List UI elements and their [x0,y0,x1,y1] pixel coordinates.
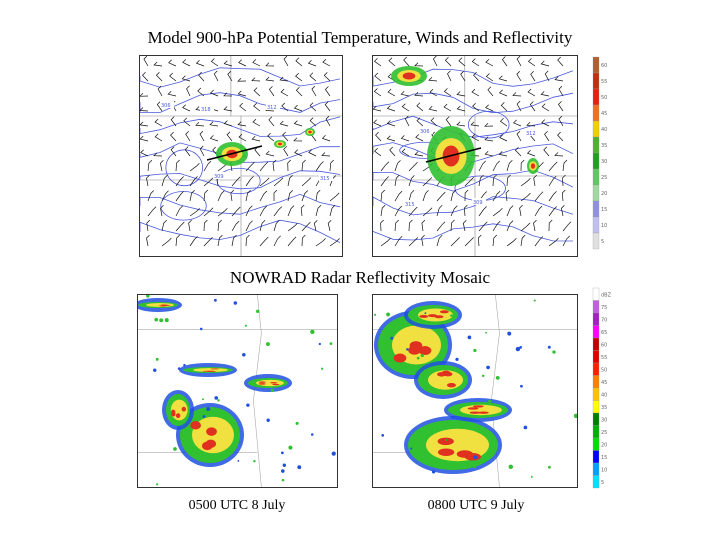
colorbar-swatch [592,425,600,439]
colorbar-swatch [592,362,600,376]
colorbar-label: 20 [601,442,607,448]
colorbar-swatch [592,136,600,154]
colorbar-label: 30 [601,159,607,165]
contour-label: 315 [405,202,415,208]
colorbar-swatch [592,475,600,489]
colorbar-swatch [592,104,600,122]
colorbar-swatch [592,350,600,364]
contour-label: 306 [161,103,171,109]
colorbar-label: 55 [601,79,607,85]
cross-section-line [206,145,263,161]
colorbar-swatch [592,232,600,250]
contour-label-bg [266,103,280,110]
colorbar-swatch [592,375,600,389]
colorbar-label: 60 [601,63,607,69]
colorbar-label: 40 [601,392,607,398]
contour-label-bg [404,200,418,207]
contour-label: 312 [267,105,277,111]
colorbar-label: 60 [601,342,607,348]
colorbar-label: 35 [601,143,607,149]
colorbar-swatch [592,312,600,326]
colorbar-swatch [592,200,600,218]
colorbar-swatch [592,287,600,301]
colorbar-swatch [592,152,600,170]
caption-left-time: 0500 UTC 8 July [188,498,286,513]
colorbar-swatch [592,88,600,106]
contour-label: 309 [473,200,483,206]
model-panel-0800: 306 309 312 315 [372,55,578,257]
cross-section-line [425,147,482,163]
contour-label-bg [319,174,333,181]
colorbar-swatch [592,325,600,339]
model-panel-0500: 306 309 312 315 318 [139,55,343,257]
colorbar-label: 70 [601,317,607,323]
radar-panel-0800 [372,294,578,488]
contour-label-bg [213,172,227,179]
colorbar-label: dBZ [601,292,612,298]
colorbar-label: 45 [601,380,607,386]
colorbar-label: 20 [601,191,607,197]
colorbar-swatch [592,462,600,476]
contour-label-bg [472,198,486,205]
colorbar-swatch [592,437,600,451]
contour-label-bg [200,105,214,112]
colorbar-label: 50 [601,367,607,373]
colorbar-label: 15 [601,207,607,213]
wind-barbs [140,56,340,247]
colorbar-label: 30 [601,417,607,423]
contour-label: 309 [214,174,224,180]
colorbar-swatch [592,300,600,314]
colorbar-swatch [592,412,600,426]
colorbar-swatch [592,56,600,74]
model-map-left: 306 309 312 315 318 [140,56,342,256]
model-reflectivity-echoes [216,128,315,166]
radar-map-right [373,295,577,487]
state-boundaries [140,56,342,256]
colorbar-label: 75 [601,305,607,311]
radar-echoes [374,299,577,478]
contour-label-bg [419,127,433,134]
figure-title-radar: NOWRAD Radar Reflectivity Mosaic [229,268,491,287]
model-map-right: 306 309 312 315 [373,56,577,256]
colorbar-swatch [592,450,600,464]
contour-label: 315 [320,176,330,182]
colorbar-swatch [592,387,600,401]
colorbar-label: 65 [601,330,607,336]
colorbar-label: 15 [601,455,607,461]
colorbar-label: 25 [601,175,607,181]
colorbar-swatch [592,216,600,234]
caption-right-time: 0800 UTC 9 July [427,498,525,513]
contour-label-bg [160,101,174,108]
state-boundaries [138,295,337,487]
colorbar-label: 55 [601,355,607,361]
colorbar-swatch [592,337,600,351]
radar-reflectivity-colorbar: dBZ 75 70 65 60 55 50 45 40 35 30 25 20 15 10 5 [592,287,612,489]
figure-title-model: Model 900-hPa Potential Temperature, Win… [147,28,573,47]
colorbar-label: 10 [601,467,607,473]
colorbar-label: 40 [601,127,607,133]
colorbar-swatch [592,72,600,90]
state-boundaries [373,56,577,256]
contour-label: 306 [420,129,430,135]
contour-label: 318 [201,107,211,113]
colorbar-label: 5 [601,480,604,486]
model-reflectivity-colorbar: 60 55 50 45 40 35 30 25 20 15 10 5 [592,56,607,250]
colorbar-label: 35 [601,405,607,411]
colorbar-label: 50 [601,95,607,101]
colorbar-label: 5 [601,239,604,245]
radar-panel-0500 [137,294,338,488]
colorbar-label: 45 [601,111,607,117]
colorbar-swatch [592,184,600,202]
radar-map-left [138,295,337,487]
colorbar-label: 10 [601,223,607,229]
radar-echoes [138,295,336,486]
colorbar-label: 25 [601,430,607,436]
colorbar-swatch [592,120,600,138]
colorbar-swatch [592,400,600,414]
contour-label-bg [525,129,539,136]
contour-label: 312 [526,131,536,137]
colorbar-swatch [592,168,600,186]
